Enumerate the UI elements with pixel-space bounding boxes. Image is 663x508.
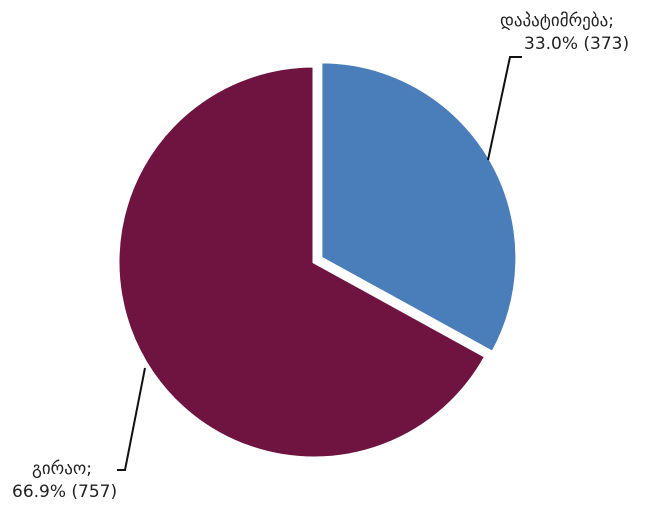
slice-label-detention: დაპატიმრება; 33.0% (373) xyxy=(500,10,629,56)
slice-label-detention-value: 33.0% (373) xyxy=(524,34,630,54)
leader-line-bail xyxy=(117,367,146,471)
slice-label-bail-value: 66.9% (757) xyxy=(12,482,118,502)
pie-slice-detention xyxy=(319,60,519,355)
leader-line-detention xyxy=(487,56,522,161)
slice-label-bail-name: გირაო; xyxy=(32,459,92,479)
pie-slice-bail xyxy=(116,64,488,460)
slice-label-detention-name: დაპატიმრება; xyxy=(500,11,614,31)
slice-label-bail: გირაო; 66.9% (757) xyxy=(12,458,117,504)
